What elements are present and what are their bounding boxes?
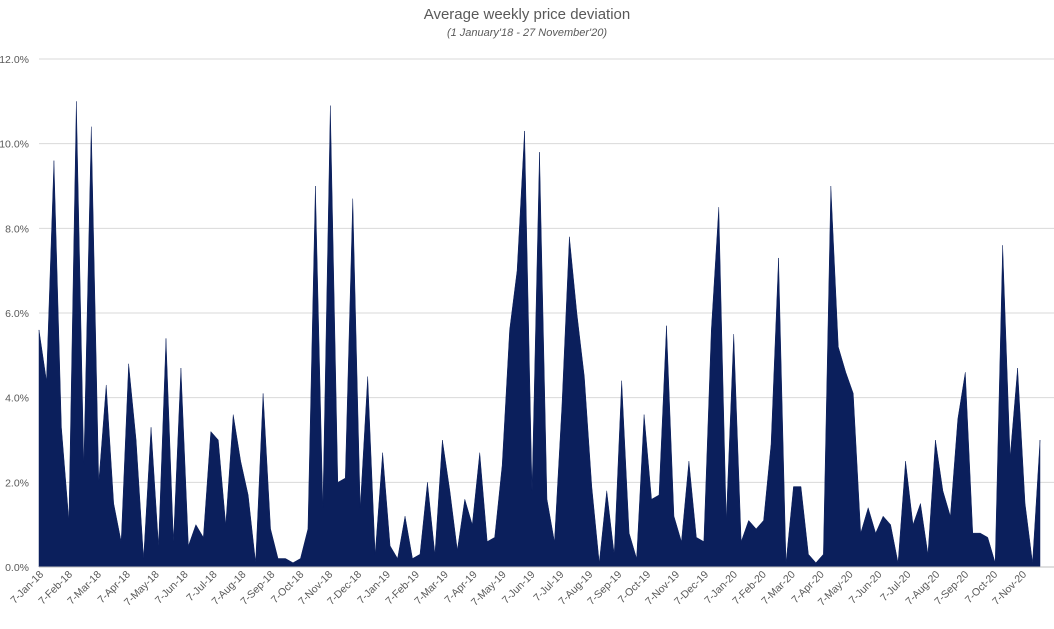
y-tick-label: 0.0% — [5, 562, 29, 574]
y-tick-label: 2.0% — [5, 477, 29, 489]
y-tick-label: 10.0% — [0, 139, 29, 151]
chart-title: Average weekly price deviation — [423, 6, 631, 23]
chart-subtitle: (1 January'18 - 27 November'20) — [446, 27, 608, 39]
y-tick-label: 8.0% — [5, 223, 29, 235]
y-tick-label: 6.0% — [5, 308, 29, 320]
y-tick-label: 12.0% — [0, 54, 29, 66]
y-tick-label: 4.0% — [5, 393, 29, 405]
series-area — [38, 101, 1041, 568]
